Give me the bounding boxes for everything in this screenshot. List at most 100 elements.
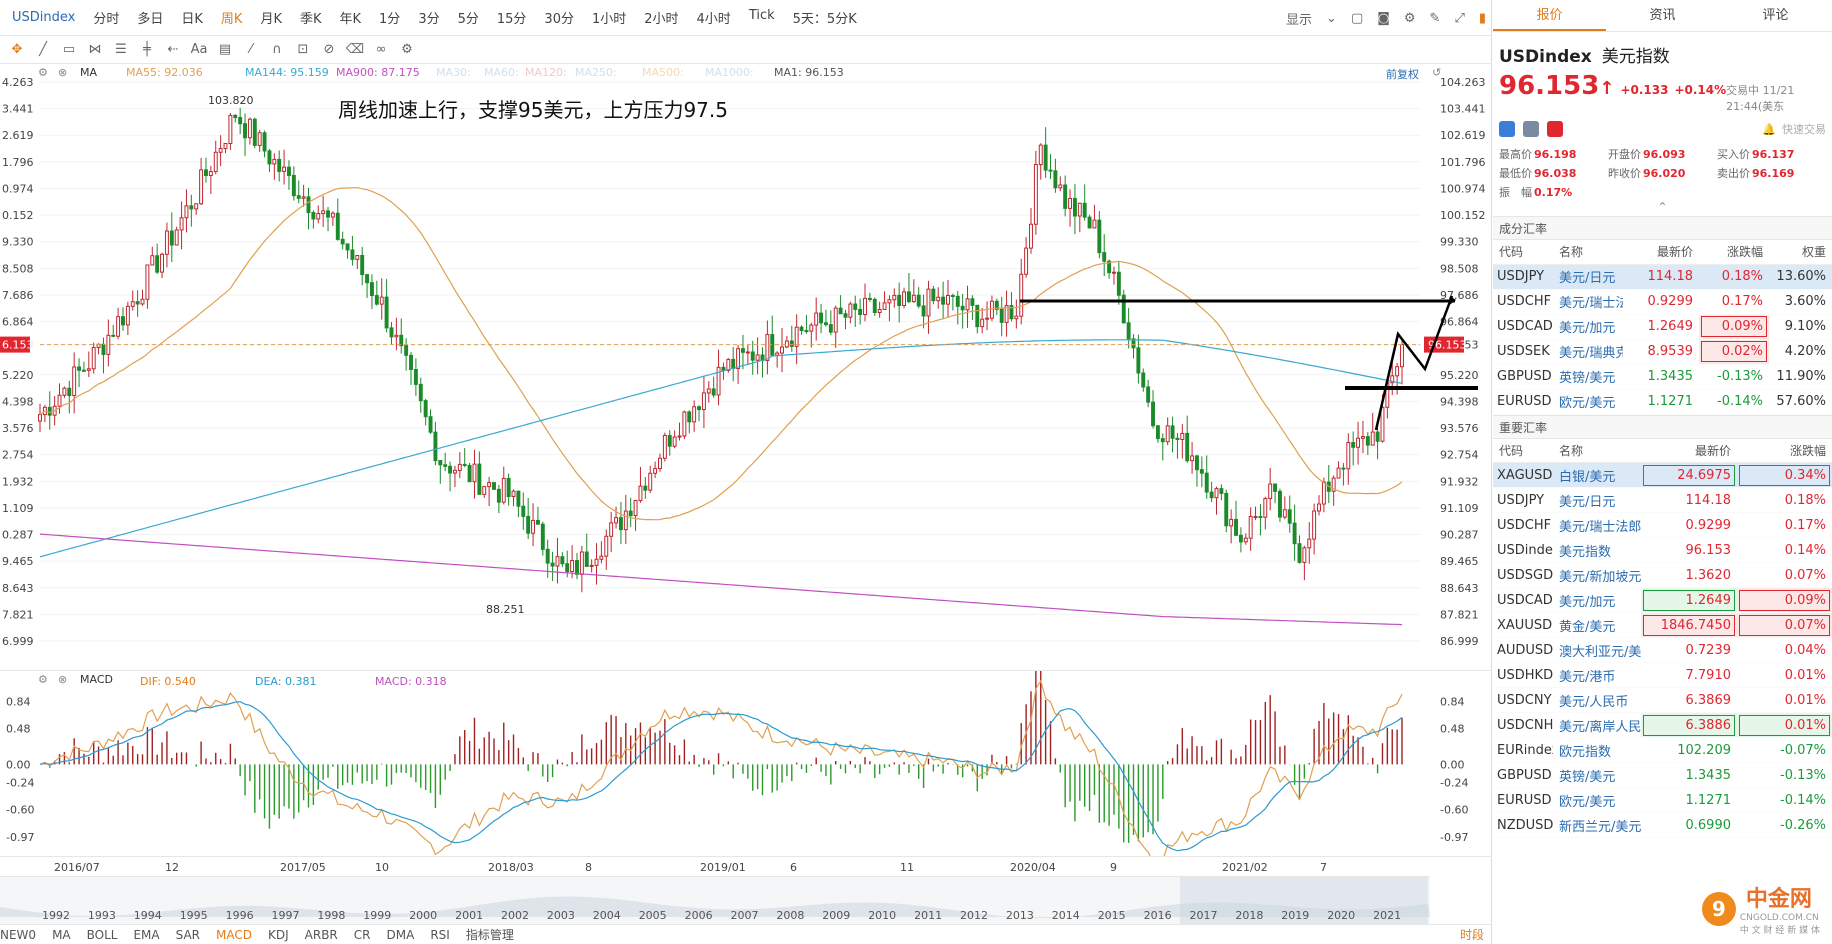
table-row[interactable]: USDCAD 美元/加元 1.2649 0.09%: [1493, 587, 1832, 613]
macd-close-icon[interactable]: ⊗: [58, 673, 68, 686]
symbol-label[interactable]: USDindex: [12, 10, 76, 25]
table-row[interactable]: USDCNY 美元/人民币 6.3869 0.01%: [1493, 687, 1832, 713]
table-row[interactable]: XAUUSD 黄金/美元 1846.7450 0.07%: [1493, 612, 1832, 638]
fullscreen-icon[interactable]: ⤢: [1454, 10, 1465, 26]
indicator-tab-10[interactable]: RSI: [430, 927, 450, 942]
row-name[interactable]: 美元/新加坡元: [1553, 562, 1641, 588]
period-6[interactable]: 年K: [339, 12, 362, 27]
column-header[interactable]: 权重: [1769, 240, 1832, 265]
sidebar-tab-0[interactable]: 报价: [1493, 0, 1606, 31]
table-row[interactable]: NZDUSD 新西兰元/美元 0.6990 -0.26%: [1493, 812, 1832, 838]
column-header[interactable]: 最新价: [1641, 438, 1737, 463]
period-2[interactable]: 日K: [181, 12, 203, 27]
row-name[interactable]: 英镑/美元: [1553, 364, 1623, 390]
row-name[interactable]: 美元/加元: [1553, 314, 1623, 340]
price-chart[interactable]: 104.263 4.263 103.441 3.441 102.619 2.619 101.…: [0, 64, 1492, 670]
indicator-tab-7[interactable]: ARBR: [304, 927, 338, 942]
text-tool-icon[interactable]: Aa: [190, 42, 208, 57]
table-row[interactable]: USDCHF 美元/瑞士法郎 0.9299 0.17%: [1493, 512, 1832, 538]
indicator-tab-8[interactable]: CR: [353, 927, 371, 942]
period-1[interactable]: 多日: [137, 12, 164, 27]
table-row[interactable]: USDCHF 美元/瑞士法 0.9299 0.17% 3.60%: [1493, 289, 1832, 315]
row-name[interactable]: 美元/日元: [1553, 487, 1641, 513]
globe-icon[interactable]: [1499, 121, 1515, 137]
magnet-icon[interactable]: ∩: [272, 42, 282, 57]
sidebar-tab-1[interactable]: 资讯: [1649, 8, 1676, 23]
period-13[interactable]: 2小时: [644, 12, 679, 27]
hide-icon[interactable]: ⊘: [323, 42, 335, 57]
column-header[interactable]: 代码: [1493, 240, 1553, 265]
indicator-tab-2[interactable]: BOLL: [86, 927, 118, 942]
table-row[interactable]: XAGUSD 白银/美元 24.6975 0.34%: [1493, 462, 1832, 488]
period-4[interactable]: 月K: [260, 12, 282, 27]
period-3[interactable]: 周K: [220, 12, 243, 27]
gear-icon[interactable]: ⚙: [401, 42, 413, 57]
column-header[interactable]: 名称: [1553, 240, 1623, 265]
period-10[interactable]: 15分: [496, 12, 527, 27]
row-name[interactable]: 美元/加元: [1553, 587, 1641, 613]
period-5[interactable]: 季K: [299, 12, 322, 27]
row-name[interactable]: 欧元/美元: [1553, 389, 1623, 415]
settings-icon[interactable]: ⚙: [1403, 10, 1416, 26]
chevron-down-icon[interactable]: ⌄: [1326, 10, 1337, 26]
trash-icon[interactable]: ⌫: [345, 42, 365, 57]
period-8[interactable]: 3分: [418, 12, 440, 27]
row-name[interactable]: 澳大利亚元/美元: [1553, 637, 1641, 663]
row-name[interactable]: 白银/美元: [1553, 462, 1641, 488]
table-row[interactable]: USDSEK 美元/瑞典克 8.9539 0.02% 4.20%: [1493, 339, 1832, 365]
column-header[interactable]: 代码: [1493, 438, 1553, 463]
indicator-tab-9[interactable]: DMA: [386, 927, 415, 942]
period-14[interactable]: 4小时: [696, 12, 731, 27]
table-row[interactable]: USDSGD 美元/新加坡元 1.3620 0.07%: [1493, 562, 1832, 588]
link-icon[interactable]: ∞: [375, 42, 387, 57]
arrow-tool-icon[interactable]: ⇠: [167, 42, 179, 57]
period-7[interactable]: 1分: [379, 12, 401, 27]
brush-tool-icon[interactable]: ⁄: [249, 42, 253, 57]
row-name[interactable]: 美元/瑞士法郎: [1553, 512, 1641, 538]
row-name[interactable]: 美元/离岸人民币: [1553, 712, 1641, 738]
row-name[interactable]: 美元/人民币: [1553, 687, 1641, 713]
cursor-icon[interactable]: ✥: [11, 42, 23, 57]
row-name[interactable]: 美元/港币: [1553, 662, 1641, 688]
row-name[interactable]: 欧元/美元: [1553, 787, 1641, 813]
table-row[interactable]: USDCAD 美元/加元 1.2649 0.09% 9.10%: [1493, 314, 1832, 340]
column-header[interactable]: 最新价: [1623, 240, 1699, 265]
reset-icon[interactable]: ↺: [1432, 66, 1442, 79]
table-row[interactable]: USDJPY 美元/日元 114.18 0.18%: [1493, 487, 1832, 513]
table-row[interactable]: GBPUSD 英镑/美元 1.3435 -0.13% 11.90%: [1493, 364, 1832, 390]
period-12[interactable]: 1小时: [591, 12, 627, 27]
period-9[interactable]: 5分: [457, 12, 479, 27]
period-0[interactable]: 分时: [93, 12, 120, 27]
table-row[interactable]: USDHKD 美元/港币 7.7910 0.01%: [1493, 662, 1832, 688]
row-name[interactable]: 欧元指数: [1553, 737, 1641, 763]
fib-tool-icon[interactable]: ☰: [115, 42, 127, 57]
measure-tool-icon[interactable]: ╪: [143, 42, 151, 57]
indicator-tab-1[interactable]: MA: [52, 927, 71, 942]
collapse-icon[interactable]: ⌃: [1657, 200, 1668, 214]
bell-icon[interactable]: 🔔: [1762, 122, 1776, 136]
macd-settings-icon[interactable]: ⚙: [38, 673, 48, 686]
column-header[interactable]: 名称: [1553, 438, 1641, 463]
row-name[interactable]: 美元指数: [1553, 537, 1641, 563]
row-name[interactable]: 美元/日元: [1553, 264, 1623, 290]
camera-icon[interactable]: ◙: [1377, 10, 1390, 26]
fq-label[interactable]: 前复权: [1386, 68, 1419, 81]
trend-arrow[interactable]: [1374, 295, 1454, 431]
table-row[interactable]: EURindex欧元指数102.209-0.07%: [1493, 737, 1832, 763]
heart-icon[interactable]: [1547, 121, 1563, 137]
legend-settings-icon[interactable]: ⚙: [38, 66, 48, 79]
navigator-window[interactable]: [1180, 877, 1428, 925]
period-15[interactable]: Tick: [748, 8, 775, 23]
indicator-tab-4[interactable]: SAR: [175, 927, 201, 942]
indicator-tab-6[interactable]: KDJ: [268, 927, 289, 942]
time-segment-button[interactable]: 时段: [1459, 928, 1484, 942]
row-name[interactable]: 黄金/美元: [1553, 612, 1641, 638]
display-menu[interactable]: 显示: [1286, 12, 1313, 28]
row-name[interactable]: 英镑/美元: [1553, 762, 1641, 788]
table-row[interactable]: EURUSD 欧元/美元 1.1271 -0.14% 57.60%: [1493, 389, 1832, 415]
indicator-tab-11[interactable]: 指标管理: [465, 928, 514, 942]
table-row[interactable]: GBPUSD 英镑/美元 1.3435 -0.13%: [1493, 762, 1832, 788]
sidebar-tab-2[interactable]: 评论: [1762, 8, 1789, 23]
indicator-tab-3[interactable]: EMA: [133, 927, 160, 942]
